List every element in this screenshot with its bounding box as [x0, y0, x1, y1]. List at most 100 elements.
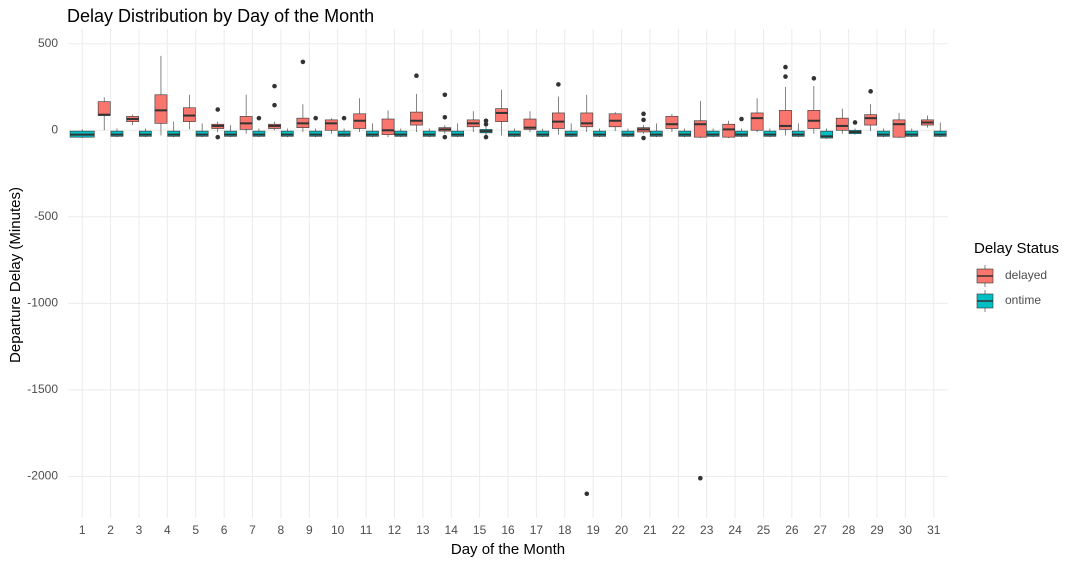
box-group — [735, 116, 748, 138]
box-group — [722, 120, 736, 139]
box-group — [791, 123, 805, 138]
x-tick-label: 3 — [136, 523, 143, 537]
outlier — [442, 92, 448, 98]
outlier — [341, 115, 347, 121]
box-group — [637, 111, 650, 141]
x-tick-label: 18 — [558, 523, 572, 537]
box-group — [451, 123, 464, 138]
box — [665, 116, 679, 129]
outlier — [641, 111, 646, 117]
box-group — [807, 76, 821, 134]
x-tick-label: 16 — [501, 523, 515, 537]
y-tick-label: -1000 — [27, 296, 58, 310]
outlier — [483, 118, 489, 124]
box-group — [820, 128, 834, 139]
chart-title: Delay Distribution by Day of the Month — [67, 6, 374, 26]
box-group — [848, 120, 862, 135]
x-tick-label: 11 — [360, 523, 373, 537]
box-group — [324, 118, 338, 134]
x-tick-label: 6 — [221, 523, 228, 537]
box — [835, 117, 849, 131]
box-group — [523, 111, 537, 132]
outlier — [272, 102, 277, 108]
box-group — [621, 128, 635, 138]
x-tick-label: 12 — [388, 523, 402, 537]
box-group — [665, 113, 679, 132]
x-tick-label: 27 — [814, 523, 828, 537]
x-tick-label: 2 — [107, 523, 114, 537]
box-group — [593, 128, 606, 138]
y-tick-label: 500 — [38, 36, 58, 50]
box — [779, 110, 792, 130]
legend-title: Delay Status — [974, 240, 1059, 257]
box-group — [905, 128, 919, 138]
legend-label: delayed — [1005, 268, 1047, 282]
box-group — [182, 94, 196, 130]
x-tick-label: 17 — [530, 523, 544, 537]
x-tick-label: 10 — [331, 523, 345, 537]
box-group — [564, 123, 578, 138]
x-tick-label: 21 — [643, 523, 657, 537]
box-group — [110, 128, 124, 138]
box — [580, 112, 594, 128]
box-group — [366, 123, 379, 138]
x-tick-label: 28 — [842, 523, 856, 537]
box-group — [466, 111, 480, 132]
box-group — [438, 92, 452, 140]
y-tick-label: -500 — [34, 209, 58, 223]
grid — [68, 29, 948, 518]
box-group — [693, 100, 707, 481]
outlier — [414, 73, 419, 79]
box — [97, 101, 111, 116]
box-group — [353, 98, 367, 132]
box-group — [309, 115, 323, 138]
outlier — [641, 117, 646, 123]
box-group — [877, 128, 890, 138]
outlier — [811, 76, 817, 81]
outlier — [852, 120, 858, 125]
box-group — [69, 129, 95, 139]
x-tick-label: 23 — [700, 523, 714, 537]
box — [807, 110, 821, 129]
box-group — [779, 64, 792, 136]
x-tick-label: 26 — [785, 523, 799, 537]
box-group — [239, 94, 253, 134]
outlier — [256, 115, 262, 121]
outlier — [442, 134, 448, 140]
box — [495, 108, 508, 122]
box — [154, 94, 168, 124]
box-group — [97, 97, 111, 131]
box — [324, 119, 338, 131]
box-group — [921, 115, 934, 128]
box-group — [410, 73, 423, 132]
outlier — [556, 82, 561, 87]
box-group — [479, 118, 493, 140]
outlier — [272, 83, 277, 89]
box-group — [138, 128, 152, 138]
box-group — [536, 128, 550, 138]
outlier — [483, 134, 489, 140]
x-tick-label: 31 — [927, 523, 941, 537]
box-group — [280, 128, 294, 138]
box-group — [608, 112, 622, 132]
x-tick-label: 13 — [416, 523, 430, 537]
outlier — [641, 135, 646, 141]
box — [750, 112, 764, 131]
x-tick-label: 30 — [899, 523, 913, 537]
box — [864, 114, 878, 126]
box-group — [864, 89, 878, 132]
outlier — [584, 491, 590, 497]
box-group — [835, 108, 849, 134]
box-group — [892, 112, 906, 139]
y-tick-label: -2000 — [27, 469, 58, 483]
x-tick-label: 24 — [728, 523, 742, 537]
outlier — [313, 115, 318, 121]
outlier — [783, 74, 788, 79]
box — [892, 119, 906, 138]
outlier — [783, 64, 788, 70]
outlier — [739, 116, 744, 122]
box — [523, 118, 537, 130]
box-group — [706, 128, 720, 138]
y-tick-label: -1500 — [27, 382, 58, 396]
box-group — [337, 115, 351, 138]
